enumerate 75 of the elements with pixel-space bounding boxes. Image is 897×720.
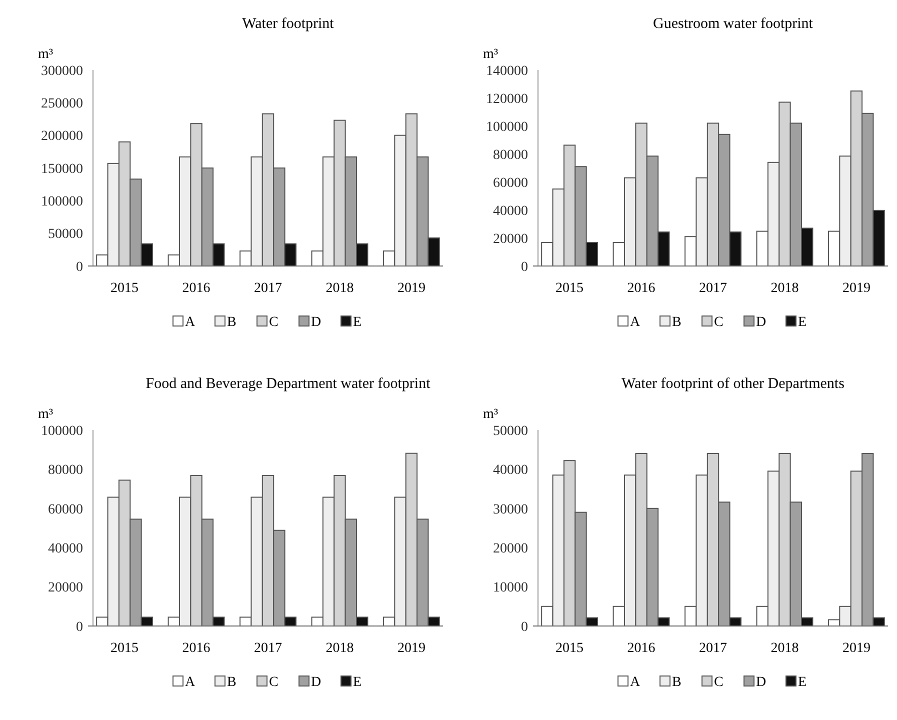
y-tick-label: 250000 (41, 96, 83, 112)
legend-label: B (227, 675, 236, 690)
y-tick-label: 20000 (493, 542, 528, 556)
chart-title: Food and Beverage Department water footprint (146, 376, 432, 392)
y-tick-label: 0 (76, 260, 83, 275)
y-axis-title: m³ (38, 47, 54, 62)
y-tick-label: 40000 (493, 204, 528, 219)
chart-title: Water footprint of other Departments (622, 376, 845, 392)
chart-title: Guestroom water footprint (653, 16, 814, 32)
x-tick-label: 2015 (556, 641, 584, 656)
legend-label: B (672, 315, 682, 330)
x-tick-label: 2016 (182, 281, 210, 296)
y-tick-label: 140000 (486, 64, 528, 79)
y-tick-label: 300000 (41, 64, 83, 79)
x-tick-label: 2019 (397, 641, 426, 656)
y-tick-label: 0 (521, 620, 528, 635)
legend-label: C (714, 315, 724, 330)
legend-label: B (227, 315, 236, 330)
legend-label: D (756, 315, 766, 330)
y-tick-label: 20000 (493, 232, 528, 247)
legend-label: C (269, 315, 278, 330)
x-tick-label: 2015 (110, 641, 139, 656)
legend-label: A (630, 675, 641, 690)
x-tick-label: 2019 (397, 281, 426, 296)
legend-label: B (672, 675, 682, 690)
y-tick-label: 0 (76, 620, 83, 635)
y-tick-label: 150000 (41, 162, 83, 177)
y-axis-title: m³ (38, 407, 54, 422)
legend-label: E (353, 675, 362, 690)
y-tick-label: 60000 (48, 502, 83, 518)
y-axis-title: m³ (483, 407, 498, 422)
legend-label: E (798, 675, 807, 690)
x-tick-label: 2016 (627, 281, 656, 296)
x-tick-label: 2017 (254, 281, 282, 296)
x-tick-label: 2015 (110, 281, 139, 296)
x-tick-label: 2017 (699, 281, 727, 296)
x-tick-label: 2018 (326, 281, 354, 296)
y-tick-label: 60000 (493, 176, 528, 191)
y-tick-label: 100000 (486, 120, 528, 135)
legend-label: A (630, 315, 641, 330)
x-tick-label: 2015 (556, 281, 584, 296)
y-tick-label: 120000 (486, 92, 528, 107)
x-tick-label: 2016 (627, 641, 656, 656)
y-tick-label: 100000 (41, 424, 83, 439)
y-tick-label: 200000 (41, 129, 83, 144)
legend-label: D (756, 675, 766, 690)
chart-title: Water footprint (242, 16, 335, 32)
y-tick-label: 50000 (493, 424, 528, 439)
y-tick-label: 40000 (48, 542, 83, 556)
y-tick-label: 50000 (48, 227, 83, 242)
legend-label: A (185, 315, 196, 330)
x-tick-label: 2019 (842, 641, 870, 656)
x-tick-label: 2016 (182, 641, 210, 656)
x-tick-label: 2017 (699, 641, 727, 656)
y-tick-label: 30000 (493, 502, 528, 518)
y-tick-label: 40000 (493, 463, 528, 478)
x-tick-label: 2019 (842, 281, 870, 296)
y-axis-title: m³ (483, 47, 498, 62)
y-tick-label: 100000 (41, 194, 83, 210)
x-tick-label: 2017 (254, 641, 282, 656)
legend-label: D (311, 315, 322, 330)
x-tick-label: 2018 (770, 641, 799, 656)
legend-label: C (269, 675, 278, 690)
y-tick-label: 10000 (493, 580, 528, 596)
x-tick-label: 2018 (326, 641, 354, 656)
y-tick-label: 80000 (48, 463, 83, 478)
legend-label: A (185, 675, 196, 690)
y-tick-label: 80000 (493, 148, 528, 163)
x-tick-label: 2018 (770, 281, 799, 296)
legend-label: C (714, 675, 724, 690)
legend-label: E (798, 315, 807, 330)
y-tick-label: 20000 (48, 580, 83, 596)
legend-label: E (353, 315, 362, 330)
legend-label: D (311, 675, 322, 690)
y-tick-label: 0 (521, 260, 528, 275)
